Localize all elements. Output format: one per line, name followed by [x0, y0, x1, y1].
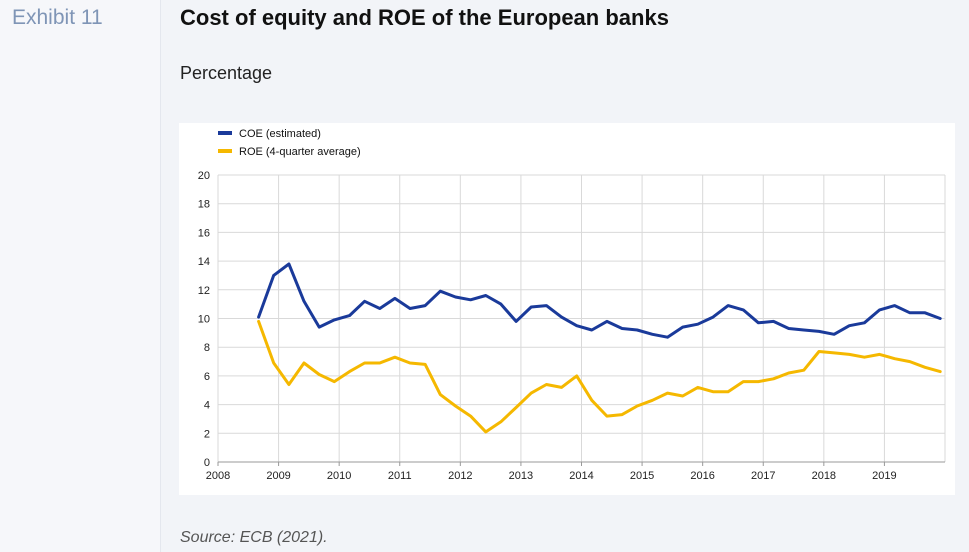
x-tick-label: 2019 — [872, 470, 896, 482]
y-tick-label: 10 — [198, 314, 210, 326]
legend: COE (estimated) ROE (4-quarter average) — [218, 128, 361, 158]
x-tick-label: 2014 — [569, 470, 593, 482]
y-tick-label: 4 — [204, 400, 210, 412]
source-note: Source: ECB (2021). — [180, 529, 328, 546]
y-tick-label: 8 — [204, 342, 210, 354]
y-tick-label: 0 — [204, 457, 210, 469]
exhibit-label: Exhibit 11 — [12, 6, 103, 29]
x-tick-label: 2018 — [812, 470, 836, 482]
y-tick-label: 12 — [198, 285, 210, 297]
y-tick-label: 6 — [204, 371, 210, 383]
y-tick-label: 16 — [198, 227, 210, 239]
grid — [217, 174, 946, 463]
x-tick-label: 2012 — [448, 470, 472, 482]
x-tick-label: 2009 — [266, 470, 290, 482]
legend-label-coe: COE (estimated) — [239, 128, 321, 140]
axes: 0 2 4 6 8 10 12 14 16 18 20 2008 2009 2010 2011 2012 201… — [198, 170, 945, 482]
x-tick-label: 2013 — [509, 470, 533, 482]
chart-title: Cost of equity and ROE of the European b… — [180, 5, 669, 30]
legend-swatch-coe — [218, 131, 232, 135]
series-line-roe — [257, 319, 942, 434]
y-tick-label: 14 — [198, 256, 210, 268]
x-tick-label: 2016 — [690, 470, 714, 482]
x-tick-label: 2010 — [327, 470, 351, 482]
y-tick-label: 20 — [198, 170, 210, 182]
series-line-coe — [257, 262, 942, 339]
line-chart: 0 2 4 6 8 10 12 14 16 18 20 2008 2009 2010 2011 2012 201… — [198, 128, 946, 482]
y-tick-label: 18 — [198, 199, 210, 211]
x-tick-label: 2008 — [206, 470, 230, 482]
left-column: Exhibit 11 — [0, 0, 161, 552]
x-tick-label: 2011 — [388, 470, 412, 482]
y-tick-label: 2 — [204, 428, 210, 440]
chart-panel: 0 2 4 6 8 10 12 14 16 18 20 2008 2009 2010 2011 2012 201… — [179, 123, 955, 495]
legend-label-roe: ROE (4-quarter average) — [239, 146, 361, 158]
series-lines — [257, 262, 942, 434]
legend-swatch-roe — [218, 149, 232, 153]
x-tick-label: 2015 — [630, 470, 654, 482]
chart-subtitle: Percentage — [180, 63, 273, 83]
x-tick-label: 2017 — [751, 470, 775, 482]
